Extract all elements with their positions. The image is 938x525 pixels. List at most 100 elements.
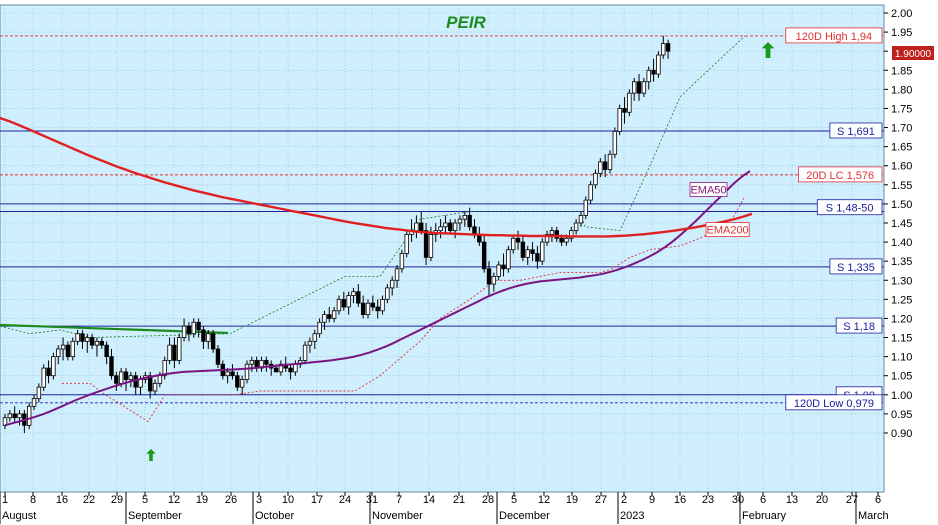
x-tick-label: 6	[875, 494, 881, 506]
x-tick-label: 17	[311, 494, 323, 506]
candle	[607, 150, 613, 174]
x-tick-label: 27	[595, 494, 607, 506]
candle-body	[26, 405, 32, 426]
candle-body	[225, 371, 230, 377]
candle	[12, 406, 17, 422]
candlesticks	[2, 35, 671, 433]
y-tick-label: 1.20	[891, 313, 912, 325]
candle-body	[138, 379, 143, 388]
y-tick-label: 1.60	[891, 161, 912, 173]
y-tick-label: 1.30	[891, 275, 912, 287]
candle	[665, 39, 671, 59]
y-tick-label: 2.00	[891, 8, 912, 20]
candle-body	[602, 161, 608, 170]
candle-body	[414, 222, 419, 232]
candle	[249, 356, 255, 372]
x-tick-label: 14	[423, 494, 435, 506]
candle-body	[80, 333, 85, 342]
candle-body	[186, 325, 192, 335]
candle-body	[583, 199, 588, 216]
y-tick-label: 1.00	[891, 390, 912, 402]
candle-body	[462, 214, 467, 220]
candle-body	[612, 130, 618, 155]
candle	[540, 238, 545, 265]
candle	[501, 253, 506, 277]
x-tick-label: 12	[168, 494, 180, 506]
y-tick-label: 1.85	[891, 65, 912, 77]
candle-body	[307, 340, 313, 346]
y-tick-label: 1.10	[891, 352, 912, 364]
y-tick-label: 1.55	[891, 180, 912, 192]
x-tick-label: 10	[282, 494, 294, 506]
x-tick-label: 2	[621, 494, 627, 506]
candle-body	[496, 264, 501, 277]
y-tick-label: 1.65	[891, 142, 912, 154]
candle	[510, 234, 516, 254]
candle	[128, 371, 134, 388]
candle	[7, 410, 13, 422]
candle	[89, 333, 95, 349]
candle-body	[239, 379, 245, 388]
month-label: September	[128, 510, 182, 522]
y-tick-label: 0.95	[891, 409, 912, 421]
candle	[41, 364, 46, 391]
candle-body	[109, 356, 114, 377]
y-tick-label: 1.15	[891, 333, 912, 345]
candle-body	[65, 344, 71, 358]
candle	[346, 291, 351, 315]
candle	[636, 74, 642, 101]
y-axis: 2.001.951.901.851.801.751.701.651.601.55…	[884, 8, 912, 440]
ema-label-box	[689, 182, 728, 197]
month-label: November	[372, 510, 423, 522]
candle-body	[646, 69, 651, 83]
candle	[486, 261, 492, 296]
candle	[549, 226, 555, 243]
level-label: S 1,335	[837, 262, 875, 274]
candle-body	[423, 230, 429, 258]
x-tick-label: 3	[256, 494, 262, 506]
candle-body	[389, 279, 395, 289]
candle	[360, 295, 366, 319]
candle	[186, 322, 192, 342]
y-tick-label: 1.80	[891, 84, 912, 96]
candle-body	[104, 344, 109, 358]
candle-body	[515, 237, 521, 243]
candle	[239, 375, 245, 395]
candle	[569, 226, 574, 243]
candle-body	[627, 92, 632, 113]
y-tick-label: 1.35	[891, 256, 912, 268]
candle-body	[394, 268, 400, 281]
level-label-box	[785, 394, 883, 411]
candle	[288, 364, 293, 380]
candle-body	[75, 333, 80, 342]
candle	[641, 77, 647, 97]
x-tick-label: 19	[566, 494, 578, 506]
candle	[99, 337, 104, 349]
candle-body	[99, 340, 104, 346]
candle-body	[578, 214, 584, 224]
candle	[602, 154, 608, 178]
candle-body	[336, 298, 342, 312]
candle-body	[351, 291, 356, 296]
x-axis: 1 8 16 22 29 5 12 19 26 3 10 17 24 31 7 14 21 28 5 12 19 27 2 9…	[0, 492, 889, 524]
candle	[438, 219, 443, 239]
candle-body	[564, 237, 569, 243]
y-tick-label: 0.90	[891, 428, 912, 440]
candle	[235, 371, 240, 391]
candle-body	[661, 43, 666, 56]
candle-body	[317, 321, 322, 335]
candle	[520, 234, 526, 262]
candle-body	[404, 234, 409, 254]
candle	[2, 413, 8, 430]
candle	[462, 211, 467, 227]
x-tick-label: 21	[453, 494, 465, 506]
buy-arrow-icon	[146, 449, 156, 461]
candle-body	[17, 413, 22, 419]
candle	[443, 215, 448, 235]
month-label: March	[858, 510, 889, 522]
candle	[177, 333, 182, 365]
candle	[322, 310, 327, 330]
candle-body	[636, 81, 642, 94]
candle	[312, 329, 317, 349]
candle	[389, 276, 395, 296]
